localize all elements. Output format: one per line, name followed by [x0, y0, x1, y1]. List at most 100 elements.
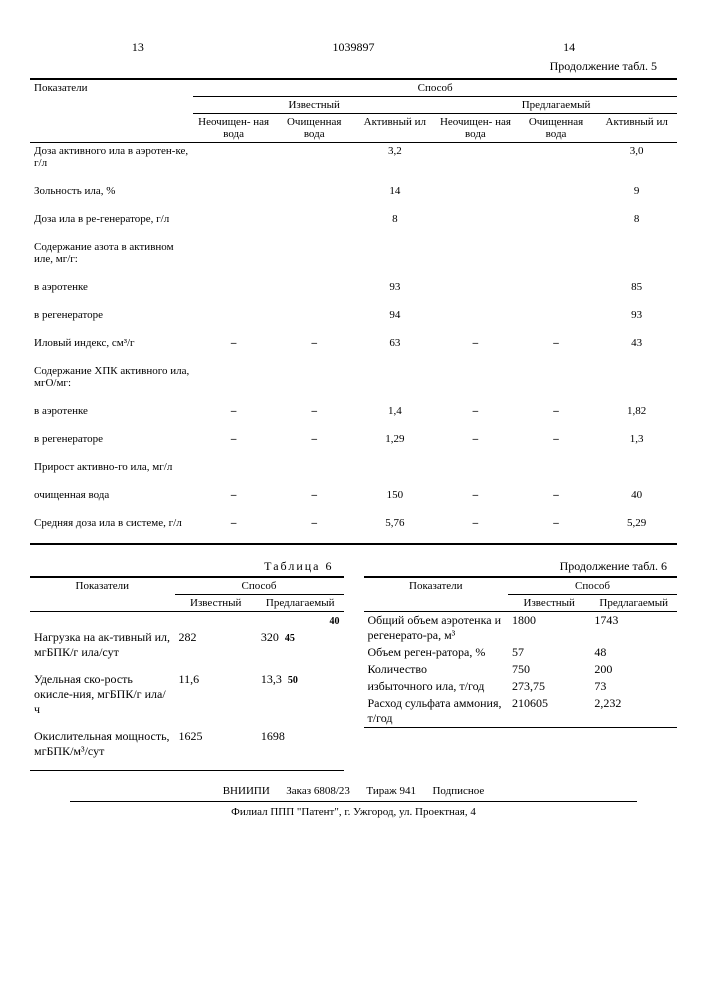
cell-proposed: 1698: [257, 728, 344, 760]
line-marker: 50: [288, 675, 298, 686]
row-label: очищенная вода: [30, 487, 193, 503]
cell: –: [274, 403, 355, 419]
table-row: Количество750200: [364, 661, 678, 678]
cell: 93: [596, 307, 677, 323]
cell: –: [516, 515, 597, 531]
t6-h-method: Способ: [175, 577, 344, 595]
table6c-label: Продолжение табл. 6: [364, 559, 668, 574]
table-row: в регенераторе9493: [30, 307, 677, 323]
line-marker: 45: [285, 633, 295, 644]
cell-proposed: 13,3 50: [257, 671, 344, 718]
cell: [193, 239, 274, 267]
row-label: Доза активного ила в аэротен-ке, г/л: [30, 143, 193, 172]
cell: 85: [596, 279, 677, 295]
row-label: в регенераторе: [30, 431, 193, 447]
cell-known: 273,75: [508, 678, 590, 695]
cell: [274, 363, 355, 391]
cell: 1,3: [596, 431, 677, 447]
cell: –: [435, 431, 516, 447]
table-row: Прирост активно-го ила, мг/л: [30, 459, 677, 475]
row-label: избыточного ила, т/год: [364, 678, 509, 695]
row-label: в аэротенке: [30, 403, 193, 419]
cell: 8: [355, 211, 436, 227]
row-label: Объем реген-ратора, %: [364, 644, 509, 661]
t6-h-known: Известный: [175, 595, 257, 612]
table-6-left: Таблица 6 Показатели Способ Известный Пр…: [30, 555, 344, 771]
cell: 5,29: [596, 515, 677, 531]
t5-h-sludge2: Активный ил: [596, 114, 677, 143]
row-label: Количество: [364, 661, 509, 678]
table-row: в аэротенке9385: [30, 279, 677, 295]
row-label: Содержание азота в активном иле, мг/г:: [30, 239, 193, 267]
footer-order: Заказ 6808/23: [286, 785, 350, 797]
cell: 1,82: [596, 403, 677, 419]
cell: –: [435, 515, 516, 531]
cell-known: 210605: [508, 695, 590, 728]
cell: –: [516, 403, 597, 419]
row-label: Зольность ила, %: [30, 183, 193, 199]
table-row: Зольность ила, %149: [30, 183, 677, 199]
t5-h-known: Известный: [193, 97, 435, 114]
table-row: Окислительная мощность, мгБПК/м³/сут1625…: [30, 728, 344, 760]
table-row: Содержание азота в активном иле, мг/г:: [30, 239, 677, 267]
cell: [193, 307, 274, 323]
cell: –: [274, 487, 355, 503]
t5-h-sludge1: Активный ил: [355, 114, 436, 143]
cell-proposed: 73: [590, 678, 677, 695]
cell: –: [274, 431, 355, 447]
cell: [193, 363, 274, 391]
t6-h-proposed: Предлагаемый: [257, 595, 344, 612]
t5-h-raw1: Неочищен- ная вода: [193, 114, 274, 143]
footer: ВНИИПИ Заказ 6808/23 Тираж 941 Подписное…: [30, 785, 677, 818]
cell: [435, 239, 516, 267]
cell: 150: [355, 487, 436, 503]
table-row: Содержание ХПК активного ила, мгО/мг:: [30, 363, 677, 391]
cell: [274, 239, 355, 267]
table-6-right: Продолжение табл. 6 Показатели Способ Из…: [364, 555, 678, 771]
cell: [355, 239, 436, 267]
t6c-h-param: Показатели: [364, 577, 509, 612]
footer-org: ВНИИПИ: [223, 785, 270, 797]
cell: –: [435, 487, 516, 503]
cell: –: [516, 431, 597, 447]
row-label: Содержание ХПК активного ила, мгО/мг:: [30, 363, 193, 391]
cell: 43: [596, 335, 677, 351]
t6c-h-method: Способ: [508, 577, 677, 595]
cell: [274, 459, 355, 475]
cell: [193, 143, 274, 172]
cell: –: [193, 431, 274, 447]
cell: [355, 459, 436, 475]
cell: [435, 143, 516, 172]
cell: [435, 279, 516, 295]
cell: –: [193, 403, 274, 419]
row-label: Доза ила в ре-генераторе, г/л: [30, 211, 193, 227]
table-row: Объем реген-ратора, %5748: [364, 644, 678, 661]
row-label: Общий объем аэротенка и регенерато-ра, м…: [364, 612, 509, 645]
cell: 1,29: [355, 431, 436, 447]
cell: [435, 363, 516, 391]
table-row: избыточного ила, т/год273,7573: [364, 678, 678, 695]
cell: 63: [355, 335, 436, 351]
cell: [435, 211, 516, 227]
t5-h-param: Показатели: [30, 79, 193, 143]
cell: –: [516, 487, 597, 503]
cell: [274, 183, 355, 199]
table-row: в регенераторе––1,29––1,3: [30, 431, 677, 447]
cell-proposed: 48: [590, 644, 677, 661]
cell: [435, 459, 516, 475]
row-label: Средняя доза ила в системе, г/л: [30, 515, 193, 531]
row-label: в аэротенке: [30, 279, 193, 295]
cell: [596, 239, 677, 267]
cell: [516, 143, 597, 172]
footer-tirazh: Тираж 941: [366, 785, 416, 797]
row-label: Иловый индекс, см³/г: [30, 335, 193, 351]
cell: –: [435, 403, 516, 419]
row-label: Нагрузка на ак-тивный ил, мгБПК/г ила/су…: [30, 629, 175, 661]
cell: [516, 183, 597, 199]
cell: [274, 211, 355, 227]
cell-proposed: 2,232: [590, 695, 677, 728]
cell-known: 750: [508, 661, 590, 678]
cell-known: 57: [508, 644, 590, 661]
cell: –: [435, 335, 516, 351]
cell: 40: [596, 487, 677, 503]
